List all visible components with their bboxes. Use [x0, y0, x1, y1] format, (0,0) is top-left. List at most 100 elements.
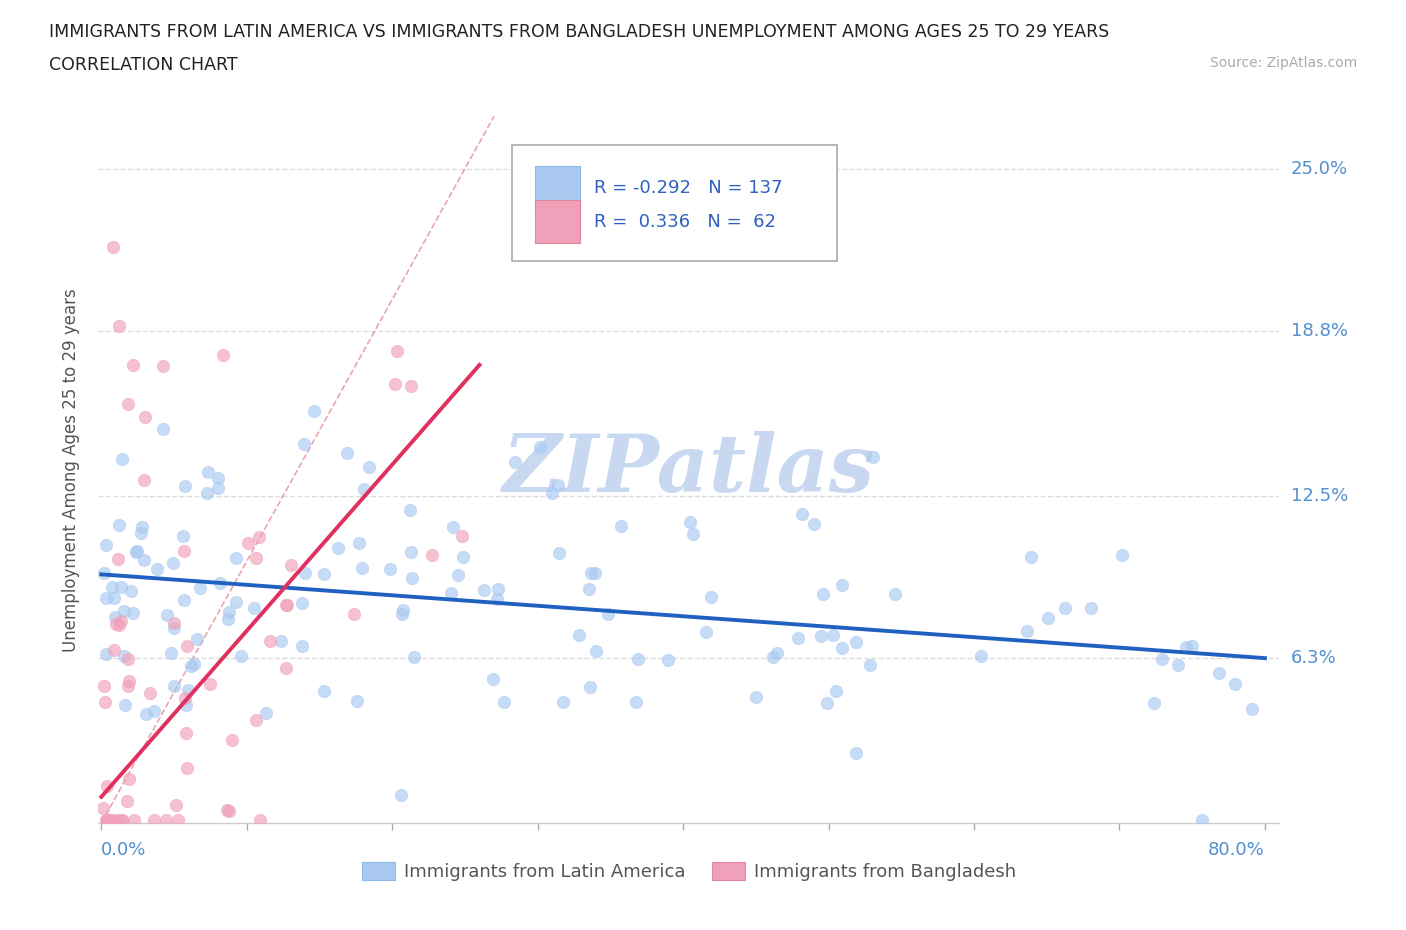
Point [259, 633, 281, 648]
Point [139, 685, 162, 700]
Point [762, 650, 785, 665]
Point [105, 617, 128, 631]
Y-axis label: Unemployment Among Ages 25 to 29 years: Unemployment Among Ages 25 to 29 years [62, 287, 80, 652]
Point [482, 671, 505, 686]
Point [1150, 651, 1173, 666]
Point [135, 707, 157, 722]
Point [803, 516, 825, 531]
Point [389, 788, 412, 803]
Point [745, 690, 768, 705]
Point [276, 598, 298, 613]
Point [446, 567, 468, 582]
FancyBboxPatch shape [512, 144, 837, 261]
Point [156, 607, 179, 622]
Point [627, 652, 650, 667]
Point [1015, 624, 1038, 639]
Point [578, 679, 600, 694]
Point [276, 598, 298, 613]
Point [845, 634, 868, 649]
Point [96, 813, 118, 828]
Point [813, 587, 835, 602]
Point [163, 678, 186, 693]
Point [105, 813, 128, 828]
Point [503, 455, 526, 470]
Text: 6.3%: 6.3% [1291, 649, 1336, 667]
Point [610, 519, 633, 534]
Point [117, 679, 139, 694]
Point [96, 778, 118, 793]
Point [1175, 639, 1198, 654]
Text: 0.0%: 0.0% [101, 841, 146, 858]
Point [349, 536, 371, 551]
Point [1080, 600, 1102, 615]
Point [254, 706, 277, 721]
Point [217, 612, 239, 627]
Point [547, 477, 569, 492]
Point [188, 580, 211, 595]
Point [439, 586, 461, 601]
Point [195, 485, 218, 500]
Point [695, 624, 717, 639]
Point [845, 746, 868, 761]
FancyBboxPatch shape [536, 200, 581, 244]
Point [657, 653, 679, 668]
Point [451, 550, 474, 565]
Point [568, 627, 591, 642]
Point [245, 712, 267, 727]
Point [823, 628, 845, 643]
Text: R =  0.336   N =  62: R = 0.336 N = 62 [595, 213, 776, 231]
Point [107, 551, 129, 566]
Point [391, 607, 413, 622]
Point [291, 639, 314, 654]
Point [103, 643, 125, 658]
Point [245, 551, 267, 565]
Point [103, 591, 125, 605]
Point [163, 616, 186, 631]
Point [94, 538, 117, 552]
Point [167, 813, 190, 828]
Point [1225, 677, 1247, 692]
Point [682, 526, 704, 541]
Point [352, 561, 374, 576]
Point [134, 410, 156, 425]
Point [494, 694, 516, 709]
Point [314, 566, 336, 581]
Point [969, 649, 991, 664]
Point [114, 698, 136, 712]
Point [173, 544, 195, 559]
Point [180, 659, 202, 674]
Point [831, 641, 853, 656]
Text: R = -0.292   N = 137: R = -0.292 N = 137 [595, 179, 783, 196]
Point [118, 673, 141, 688]
Point [115, 793, 138, 808]
Point [831, 578, 853, 592]
Point [165, 797, 187, 812]
Text: CORRELATION CHART: CORRELATION CHART [49, 56, 238, 73]
Point [101, 240, 124, 255]
Point [387, 344, 409, 359]
Point [357, 459, 380, 474]
Point [93, 566, 115, 581]
Point [401, 545, 423, 560]
Point [173, 691, 195, 706]
Point [117, 397, 139, 412]
Point [548, 546, 571, 561]
Point [302, 404, 325, 418]
Point [243, 601, 266, 616]
Point [118, 772, 141, 787]
Point [122, 606, 145, 621]
Point [292, 436, 315, 451]
Point [111, 813, 134, 828]
Point [94, 591, 117, 605]
Point [314, 684, 336, 698]
Point [249, 813, 271, 828]
Point [1038, 611, 1060, 626]
Point [1167, 658, 1189, 672]
Point [215, 803, 238, 817]
Point [472, 582, 495, 597]
Point [225, 551, 247, 566]
Point [198, 677, 221, 692]
Point [1241, 701, 1264, 716]
Point [346, 694, 368, 709]
Point [787, 631, 810, 645]
